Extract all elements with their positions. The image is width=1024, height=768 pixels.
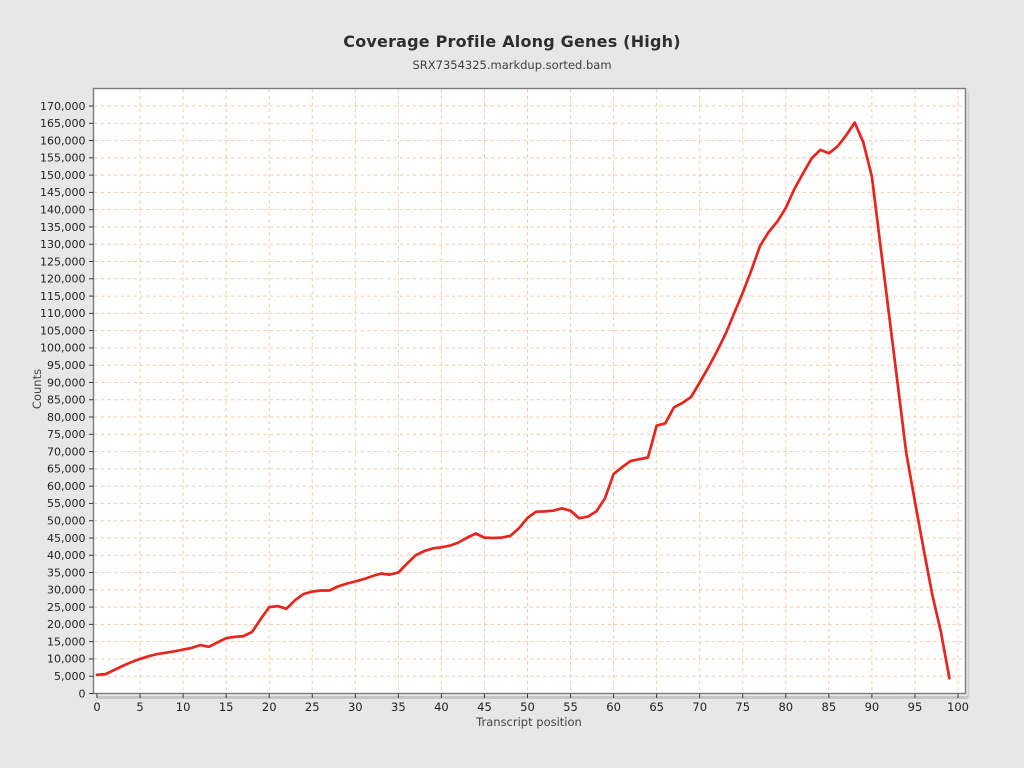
svg-text:95,000: 95,000: [47, 359, 86, 372]
svg-text:65,000: 65,000: [47, 463, 86, 476]
svg-text:170,000: 170,000: [40, 100, 86, 113]
coverage-line: [95, 121, 951, 680]
svg-text:45: 45: [477, 700, 492, 714]
svg-text:125,000: 125,000: [40, 255, 86, 268]
svg-text:5: 5: [136, 700, 143, 714]
svg-text:145,000: 145,000: [40, 186, 86, 199]
svg-text:55: 55: [563, 700, 578, 714]
svg-text:30: 30: [348, 700, 363, 714]
svg-text:25,000: 25,000: [47, 601, 86, 614]
svg-text:90: 90: [865, 700, 880, 714]
svg-text:65: 65: [649, 700, 664, 714]
svg-text:80: 80: [778, 700, 793, 714]
svg-text:75,000: 75,000: [47, 428, 86, 441]
grid-lines: [94, 89, 965, 693]
x-axis-title: Transcript position: [476, 715, 582, 729]
svg-text:10: 10: [176, 700, 191, 714]
svg-text:130,000: 130,000: [40, 238, 86, 251]
axis-ticks: [89, 105, 959, 698]
svg-text:90,000: 90,000: [47, 376, 86, 389]
svg-text:5,000: 5,000: [54, 670, 86, 683]
chart-title: Coverage Profile Along Genes (High): [343, 32, 681, 51]
svg-text:135,000: 135,000: [40, 221, 86, 234]
svg-text:55,000: 55,000: [47, 497, 86, 510]
svg-text:20: 20: [262, 700, 277, 714]
svg-text:60,000: 60,000: [47, 480, 86, 493]
svg-text:10,000: 10,000: [47, 653, 86, 666]
svg-text:115,000: 115,000: [40, 290, 86, 303]
svg-text:75: 75: [735, 700, 750, 714]
svg-text:100,000: 100,000: [40, 342, 86, 355]
svg-text:100: 100: [947, 700, 969, 714]
svg-text:40: 40: [434, 700, 449, 714]
svg-text:15: 15: [219, 700, 234, 714]
svg-text:50: 50: [520, 700, 535, 714]
svg-text:110,000: 110,000: [40, 307, 86, 320]
svg-text:105,000: 105,000: [40, 324, 86, 337]
svg-text:70,000: 70,000: [47, 445, 86, 458]
svg-text:25: 25: [305, 700, 320, 714]
svg-text:165,000: 165,000: [40, 117, 86, 130]
svg-text:35: 35: [391, 700, 406, 714]
svg-text:35,000: 35,000: [47, 566, 86, 579]
svg-text:155,000: 155,000: [40, 152, 86, 165]
svg-text:50,000: 50,000: [47, 515, 86, 528]
svg-text:85: 85: [822, 700, 837, 714]
svg-text:160,000: 160,000: [40, 134, 86, 147]
svg-text:60: 60: [606, 700, 621, 714]
svg-text:15,000: 15,000: [47, 635, 86, 648]
svg-text:120,000: 120,000: [40, 273, 86, 286]
svg-text:140,000: 140,000: [40, 203, 86, 216]
svg-text:85,000: 85,000: [47, 394, 86, 407]
svg-text:20,000: 20,000: [47, 618, 86, 631]
plot-area: [93, 88, 966, 694]
chart-subtitle: SRX7354325.markdup.sorted.bam: [412, 58, 612, 72]
y-tick-labels: 0 5,000 10,000 15,000 20,000 25,000 30,000 35,0…: [40, 100, 86, 700]
svg-text:95: 95: [908, 700, 923, 714]
svg-text:40,000: 40,000: [47, 549, 86, 562]
plot-frame: [92, 87, 967, 695]
svg-text:70: 70: [692, 700, 707, 714]
svg-text:80,000: 80,000: [47, 411, 86, 424]
svg-text:0: 0: [93, 700, 100, 714]
svg-text:45,000: 45,000: [47, 532, 86, 545]
x-tick-labels: 0 5 10 15 20 25 30 35 40 45 50 55 60 65 70 75 80 85 90 95 10…: [93, 700, 969, 714]
svg-text:0: 0: [79, 687, 86, 700]
svg-text:30,000: 30,000: [47, 584, 86, 597]
svg-text:150,000: 150,000: [40, 169, 86, 182]
